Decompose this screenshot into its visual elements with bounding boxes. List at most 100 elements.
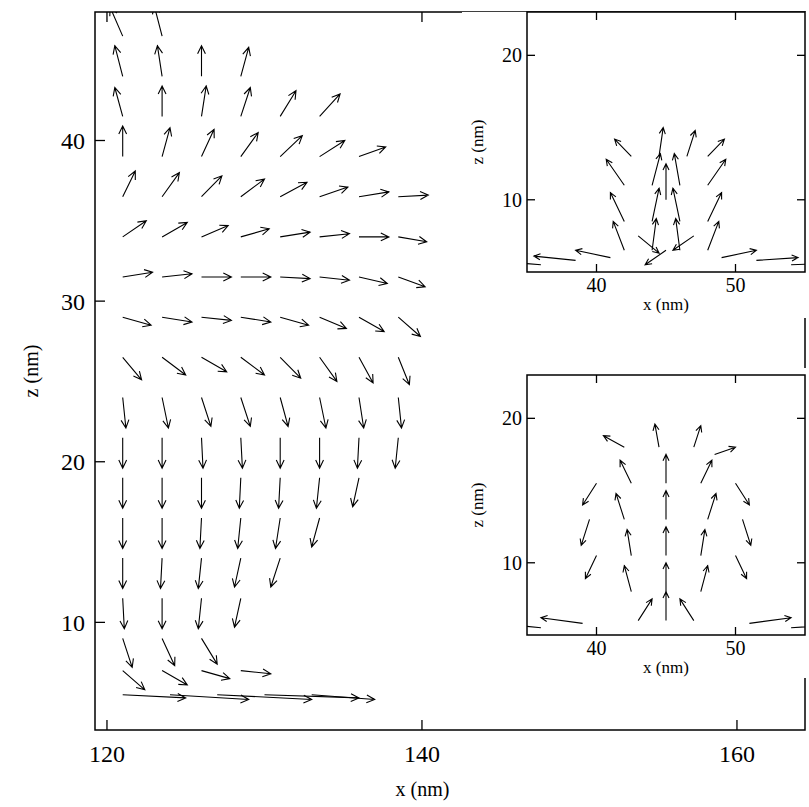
arrow	[652, 219, 658, 251]
arrow	[791, 622, 805, 628]
y-tick	[95, 461, 105, 462]
arrow	[119, 478, 127, 509]
arrow	[743, 519, 752, 545]
y-tick	[95, 300, 105, 301]
y-tick-label: 10	[502, 189, 522, 211]
arrow	[320, 141, 345, 157]
arrow	[155, 46, 163, 77]
arrow	[195, 598, 203, 629]
arrow	[701, 460, 712, 483]
arrow	[320, 276, 350, 284]
inset-backdrop	[462, 12, 809, 318]
y-axis-title: z (nm)	[468, 483, 487, 528]
arrow	[320, 94, 341, 117]
arrow	[320, 357, 337, 381]
arrow	[680, 599, 694, 621]
arrow	[123, 221, 147, 237]
arrow	[736, 483, 750, 505]
arrow	[708, 193, 722, 222]
arrow	[316, 438, 324, 469]
arrow	[638, 236, 659, 253]
x-tick-top	[596, 375, 597, 383]
arrow	[280, 136, 302, 157]
x-axis-title: x (nm)	[643, 658, 689, 677]
arrow	[527, 259, 541, 265]
arrow	[123, 357, 142, 380]
arrow	[280, 357, 301, 378]
arrow	[241, 398, 252, 427]
arrow	[119, 126, 127, 157]
x-tick-label: 120	[89, 741, 125, 767]
x-tick	[735, 264, 736, 272]
arrow	[280, 398, 290, 427]
arrow	[398, 192, 428, 200]
y-tick-label: 10	[61, 610, 85, 636]
arrow	[123, 171, 136, 197]
arrow	[663, 164, 669, 200]
arrow	[603, 436, 624, 448]
arrow	[583, 483, 597, 505]
arrow	[701, 530, 707, 556]
arrow	[671, 188, 680, 221]
y-tick-right	[797, 418, 805, 419]
arrow	[623, 566, 631, 592]
arrow	[715, 446, 736, 454]
arrow	[580, 519, 589, 545]
x-tick-label: 40	[587, 274, 607, 296]
arrow	[121, 398, 129, 429]
arrow	[736, 556, 747, 579]
arrow	[610, 193, 624, 222]
y-tick-right	[797, 55, 805, 56]
arrow	[198, 46, 206, 77]
arrow	[158, 518, 166, 549]
arrows	[527, 128, 805, 267]
x-tick-top	[596, 12, 597, 20]
arrow	[241, 317, 271, 325]
arrow	[119, 438, 127, 469]
x-axis-title: x (nm)	[643, 295, 689, 314]
arrow	[241, 273, 271, 281]
arrow	[791, 261, 805, 267]
arrow	[275, 478, 283, 509]
arrow	[663, 592, 669, 621]
x-tick-top	[421, 12, 422, 22]
frame	[527, 375, 805, 635]
panel-2: 40501020x (nm)z (nm)	[462, 368, 809, 678]
arrow	[280, 317, 308, 327]
arrow	[232, 558, 240, 587]
arrow	[110, 12, 123, 36]
arrow	[119, 518, 127, 549]
x-tick	[736, 720, 737, 730]
arrow	[708, 159, 726, 185]
arrow	[708, 139, 725, 156]
x-tick-label: 140	[404, 741, 440, 767]
arrow	[238, 438, 246, 469]
y-tick-label: 10	[502, 552, 522, 574]
x-tick-label: 50	[726, 274, 746, 296]
arrow	[241, 227, 269, 237]
arrow	[241, 179, 265, 197]
arrow	[273, 518, 281, 549]
arrow	[113, 46, 123, 77]
arrow	[653, 424, 659, 447]
arrow	[359, 146, 386, 157]
arrow	[534, 254, 576, 261]
y-tick-label: 40	[61, 128, 85, 154]
y-tick-right	[797, 562, 805, 563]
arrow	[354, 438, 362, 469]
arrow	[202, 225, 229, 237]
arrow	[359, 277, 387, 286]
x-tick	[421, 720, 422, 730]
arrow	[313, 478, 321, 509]
arrow	[663, 563, 669, 592]
arrow	[162, 671, 187, 685]
arrow	[359, 233, 389, 241]
arrow	[320, 317, 347, 329]
arrow	[673, 236, 694, 250]
x-tick-label: 50	[726, 637, 746, 659]
arrow	[749, 616, 791, 624]
x-tick	[596, 627, 597, 635]
arrow	[359, 189, 389, 197]
arrow	[694, 426, 702, 448]
x-tick-top	[106, 12, 107, 22]
